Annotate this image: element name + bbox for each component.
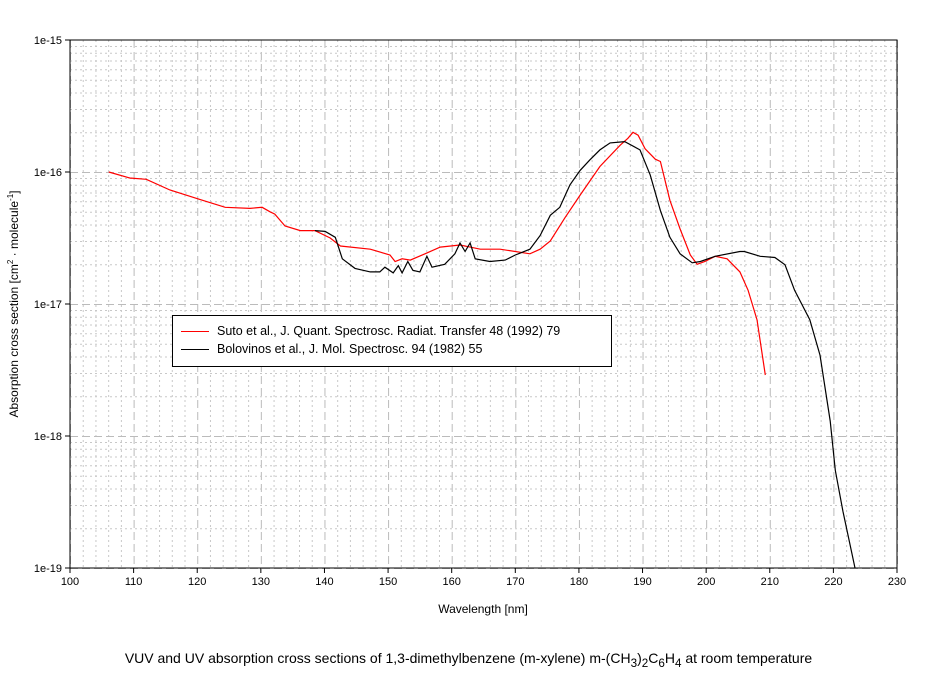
legend-item-suto: Suto et al., J. Quant. Spectrosc. Radiat…: [181, 323, 560, 339]
legend-label: Suto et al., J. Quant. Spectrosc. Radiat…: [217, 324, 561, 338]
x-tick-label: 120: [188, 576, 206, 588]
y-tick-label: 1e-15: [34, 35, 62, 47]
x-tick-label: 230: [888, 576, 906, 588]
caption: VUV and UV absorption cross sections of …: [124, 650, 813, 670]
y-tick-label: 1e-19: [34, 563, 62, 575]
legend: Suto et al., J. Quant. Spectrosc. Radiat…: [172, 315, 612, 367]
x-tick-label: 220: [824, 576, 842, 588]
x-tick-label: 200: [697, 576, 715, 588]
x-tick-label: 180: [570, 576, 588, 588]
x-tick-label: 150: [379, 576, 397, 588]
chart: 100 110 120 130 140 150 160 170 180 190 200 210 220 2…: [6, 35, 906, 616]
x-tick-label: 170: [506, 576, 524, 588]
y-tick-label: 1e-16: [34, 167, 62, 179]
y-tick-label: 1e-17: [34, 299, 62, 311]
legend-swatch-black: [181, 348, 209, 350]
x-tick-label: 130: [252, 576, 270, 588]
x-axis-label: Wavelength [nm]: [438, 602, 528, 616]
series-line-suto: [108, 131, 766, 376]
legend-label: Bolovinos et al., J. Mol. Spectrosc. 94 …: [217, 342, 483, 356]
grid: [70, 40, 898, 569]
y-tick-label: 1e-18: [34, 431, 62, 443]
y-axis-label: Absorption cross section [cm2 · molecule…: [6, 190, 21, 417]
series-line-bolovinos: [314, 140, 856, 569]
x-tick-label: 210: [761, 576, 779, 588]
x-tick-label: 100: [61, 576, 79, 588]
legend-swatch-red: [181, 330, 209, 332]
legend-item-bolovinos: Bolovinos et al., J. Mol. Spectrosc. 94 …: [181, 341, 482, 357]
x-tick-label: 140: [315, 576, 333, 588]
x-tick-label: 110: [125, 576, 143, 588]
x-tick-label: 160: [443, 576, 461, 588]
series-group: [108, 131, 856, 569]
x-tick-label: 190: [633, 576, 651, 588]
axis-ticks: 100 110 120 130 140 150 160 170 180 190 200 210 220 2…: [34, 35, 906, 588]
